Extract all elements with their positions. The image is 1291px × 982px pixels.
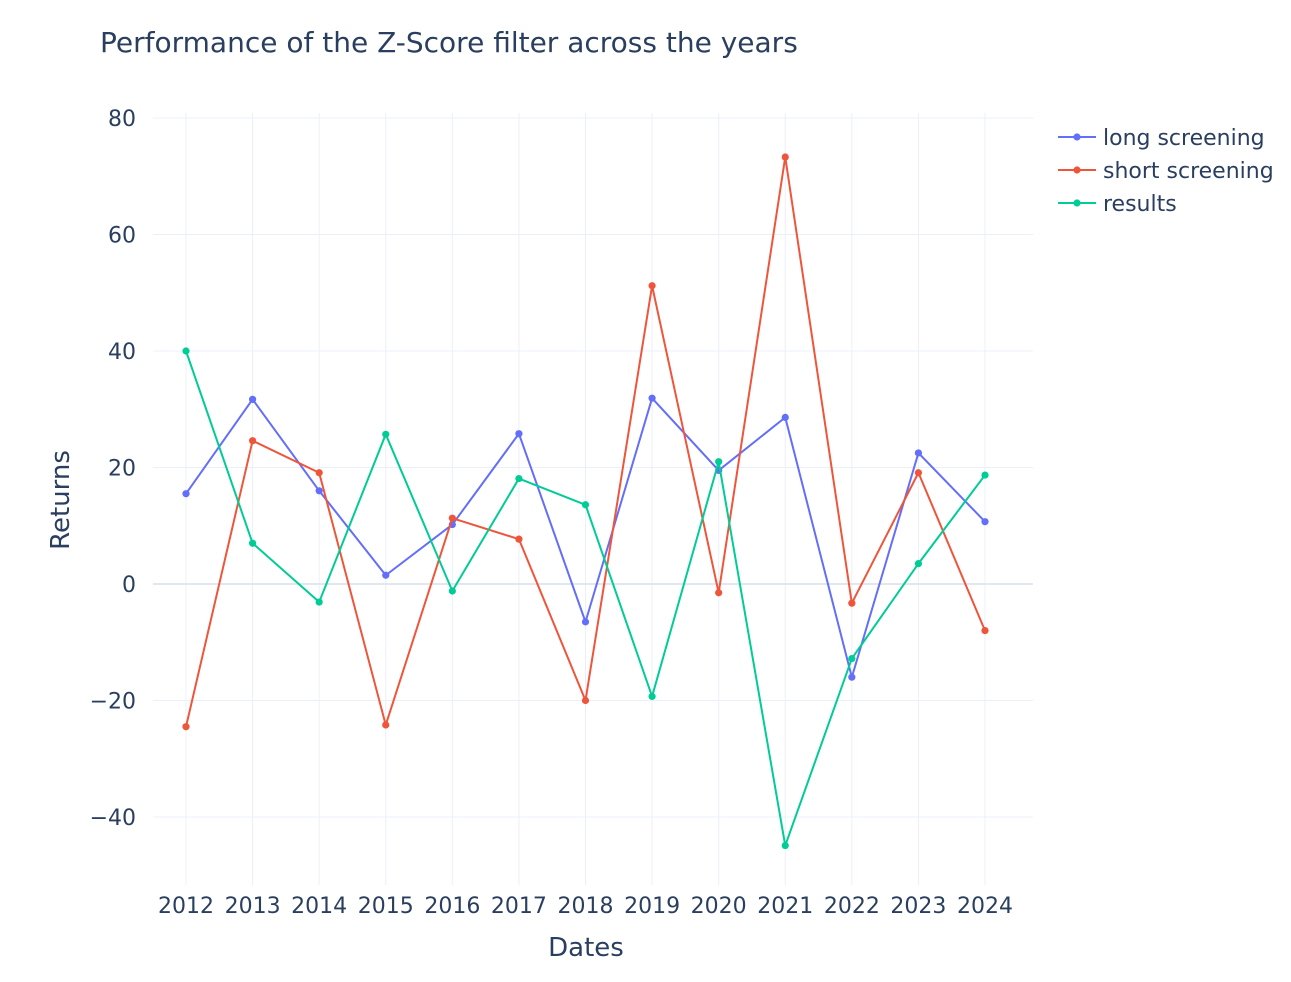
data-point xyxy=(182,723,190,731)
data-point xyxy=(914,560,923,568)
data-point xyxy=(581,618,590,626)
y-tick-label: 20 xyxy=(108,457,136,482)
data-point xyxy=(781,153,789,161)
x-tick-label: 2024 xyxy=(957,894,1013,919)
data-point xyxy=(248,395,257,403)
data-point xyxy=(515,474,523,483)
x-tick-label: 2022 xyxy=(824,894,880,919)
series-short-screening xyxy=(182,153,989,731)
x-tick-label: 2018 xyxy=(558,894,614,919)
data-point xyxy=(315,487,323,495)
x-tick-label: 2021 xyxy=(757,894,813,919)
y-tick-label: −40 xyxy=(90,806,136,831)
x-axis-title: Dates xyxy=(548,933,624,963)
x-tick-label: 2023 xyxy=(890,894,946,919)
data-point xyxy=(182,347,190,355)
data-point xyxy=(515,430,523,438)
legend-label: long screening xyxy=(1103,126,1265,151)
data-point xyxy=(515,535,523,543)
data-point xyxy=(648,692,656,701)
x-axis-ticks: 2012 2013 2014 2015 2016 2017 2018 2019 2020 2021… xyxy=(158,894,1013,919)
x-tick-label: 2012 xyxy=(158,894,214,919)
x-tick-label: 2015 xyxy=(358,894,414,919)
x-tick-label: 2013 xyxy=(225,894,281,919)
data-point xyxy=(315,469,323,477)
data-point xyxy=(382,721,390,729)
y-tick-label: 40 xyxy=(108,340,136,365)
data-point xyxy=(581,501,590,509)
legend-marker-swatch xyxy=(1073,199,1081,207)
data-point xyxy=(781,413,789,422)
data-point xyxy=(848,599,856,607)
data-point xyxy=(914,469,923,477)
y-tick-label: 0 xyxy=(122,573,136,598)
x-tick-label: 2014 xyxy=(291,894,347,919)
x-tick-label: 2019 xyxy=(624,894,680,919)
legend[interactable]: long screening short screening results xyxy=(1058,126,1274,217)
legend-item[interactable]: long screening xyxy=(1058,126,1265,151)
data-point xyxy=(248,437,257,445)
series-layer xyxy=(182,153,989,850)
y-tick-label: −20 xyxy=(90,690,136,715)
y-tick-label: 60 xyxy=(108,224,136,249)
series-results xyxy=(182,347,989,850)
chart-title: Performance of the Z-Score filter across… xyxy=(100,26,798,59)
y-axis-title: Returns xyxy=(46,450,76,550)
legend-label: results xyxy=(1103,192,1177,217)
data-point xyxy=(182,490,190,498)
data-point xyxy=(448,587,456,595)
legend-item[interactable]: short screening xyxy=(1058,159,1274,184)
legend-marker-swatch xyxy=(1073,133,1081,141)
grid xyxy=(153,113,1033,885)
legend-label: short screening xyxy=(1103,159,1274,184)
y-tick-label: 80 xyxy=(108,107,136,132)
data-point xyxy=(581,696,590,705)
data-point xyxy=(914,449,923,457)
y-axis-ticks: 80 60 40 20 0 −20 −40 xyxy=(90,107,136,831)
data-point xyxy=(715,458,723,466)
data-point xyxy=(448,514,456,522)
data-point xyxy=(648,282,656,290)
data-point xyxy=(315,598,323,606)
data-point xyxy=(648,394,656,402)
data-point xyxy=(981,518,989,526)
data-point xyxy=(848,673,856,681)
legend-marker-swatch xyxy=(1073,166,1081,174)
data-point xyxy=(382,430,390,438)
data-point xyxy=(981,627,989,635)
data-point xyxy=(248,539,257,547)
x-tick-label: 2020 xyxy=(691,894,747,919)
data-point xyxy=(781,841,789,850)
x-tick-label: 2017 xyxy=(491,894,547,919)
x-tick-label: 2016 xyxy=(424,894,480,919)
data-point xyxy=(848,654,856,663)
data-point xyxy=(382,571,390,579)
data-point xyxy=(715,589,723,597)
data-point xyxy=(981,471,989,479)
legend-item[interactable]: results xyxy=(1058,192,1177,217)
